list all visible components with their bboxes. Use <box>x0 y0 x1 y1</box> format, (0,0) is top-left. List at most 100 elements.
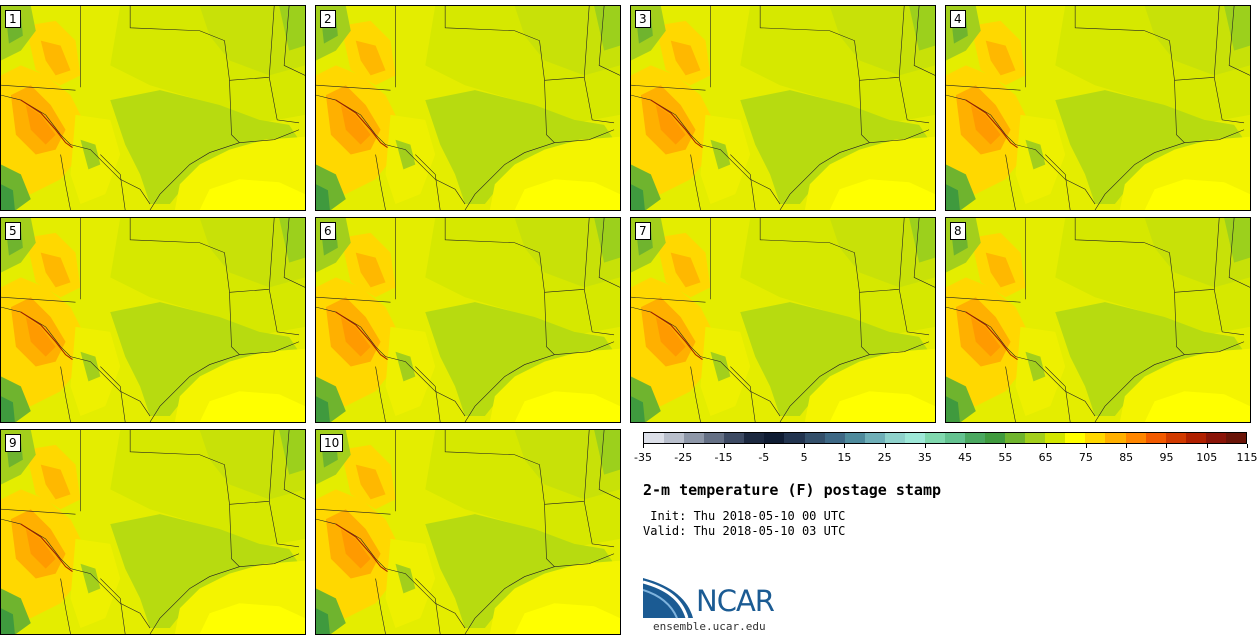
colorbar-tick-label: 65 <box>1038 451 1053 464</box>
colorbar-swatch <box>1125 433 1146 443</box>
colorbar-swatch <box>844 433 865 443</box>
member-number: 8 <box>950 222 966 240</box>
temperature-map <box>946 218 1250 422</box>
map-panel-4[interactable]: 4 <box>945 5 1251 211</box>
colorbar-swatch <box>1045 433 1066 443</box>
colorbar-swatch <box>784 433 805 443</box>
colorbar-tick <box>643 444 644 448</box>
colorbar-swatch <box>1185 433 1206 443</box>
colorbar-tick-label: 25 <box>877 451 892 464</box>
map-panel-10[interactable]: 10 <box>315 429 621 635</box>
temperature-map <box>316 218 620 422</box>
colorbar-tick-label: 15 <box>837 451 852 464</box>
colorbar-swatch <box>644 433 665 443</box>
temperature-map <box>1 218 305 422</box>
colorbar-swatch <box>904 433 925 443</box>
colorbar-tick <box>683 444 685 448</box>
colorbar-tick-label: -5 <box>758 451 770 464</box>
colorbar-swatch <box>1025 433 1046 443</box>
colorbar-tick-label: 35 <box>917 451 932 464</box>
member-number: 3 <box>635 10 651 28</box>
colorbar-tick-label: -25 <box>674 451 693 464</box>
colorbar-tick-label: 95 <box>1159 451 1174 464</box>
map-panel-5[interactable]: 5 <box>0 217 306 423</box>
member-number: 6 <box>320 222 336 240</box>
colorbar-tick <box>844 444 846 448</box>
temperature-map <box>316 430 620 634</box>
colorbar-swatch <box>985 433 1006 443</box>
colorbar-tick-label: 115 <box>1236 451 1258 464</box>
colorbar-tick <box>804 444 806 448</box>
temperature-map <box>316 6 620 210</box>
init-time: Init: Thu 2018-05-10 00 UTC <box>643 509 846 523</box>
colorbar-swatch <box>764 433 785 443</box>
valid-time: Valid: Thu 2018-05-10 03 UTC <box>643 524 846 538</box>
colorbar-tick <box>1206 444 1208 448</box>
colorbar-tick <box>1126 444 1128 448</box>
colorbar-swatch <box>804 433 825 443</box>
colorbar-swatch <box>1105 433 1126 443</box>
member-number: 1 <box>5 10 21 28</box>
colorbar-tick-label: 55 <box>998 451 1013 464</box>
colorbar-tick <box>1247 444 1248 448</box>
map-panel-7[interactable]: 7 <box>630 217 936 423</box>
colorbar-swatch <box>1145 433 1166 443</box>
chart-title: 2-m temperature (F) postage stamp <box>643 481 942 499</box>
temperature-map <box>1 430 305 634</box>
member-number: 7 <box>635 222 651 240</box>
member-number: 4 <box>950 10 966 28</box>
colorbar-tick-label: -15 <box>714 451 733 464</box>
map-panel-6[interactable]: 6 <box>315 217 621 423</box>
colorbar-swatch <box>824 433 845 443</box>
colorbar-tick-label: 85 <box>1119 451 1134 464</box>
map-panel-3[interactable]: 3 <box>630 5 936 211</box>
colorbar-ticks: -35 -25 -15 -5 5 15 25 35 45 55 65 75 85 95 105 115 <box>634 444 1258 468</box>
colorbar-swatch <box>664 433 685 443</box>
member-number: 10 <box>320 434 344 452</box>
temperature-map <box>631 218 935 422</box>
colorbar-swatch <box>864 433 885 443</box>
colorbar-swatch <box>944 433 965 443</box>
colorbar-swatch <box>924 433 945 443</box>
colorbar-tick <box>763 444 765 448</box>
colorbar-swatch <box>704 433 725 443</box>
map-panel-2[interactable]: 2 <box>315 5 621 211</box>
colorbar-tick <box>1085 444 1087 448</box>
colorbar-swatch <box>1225 433 1246 443</box>
colorbar-tick-label: -35 <box>634 451 652 464</box>
colorbar-tick <box>1045 444 1047 448</box>
map-panel-1[interactable]: 1 <box>0 5 306 211</box>
colorbar-swatch <box>724 433 745 443</box>
colorbar-swatch <box>884 433 905 443</box>
ncar-logo-text: NCAR <box>696 584 775 618</box>
map-panel-8[interactable]: 8 <box>945 217 1251 423</box>
colorbar-swatch <box>1005 433 1026 443</box>
temperature-map <box>946 6 1250 210</box>
colorbar-tick <box>965 444 967 448</box>
colorbar-tick-label: 105 <box>1196 451 1218 464</box>
colorbar-tick <box>1005 444 1007 448</box>
colorbar-tick-label: 5 <box>800 451 808 464</box>
ncar-logo-icon <box>643 578 693 619</box>
colorbar-tick <box>1166 444 1168 448</box>
map-panel-9[interactable]: 9 <box>0 429 306 635</box>
colorbar-swatch <box>965 433 986 443</box>
colorbar-swatch <box>1205 433 1226 443</box>
colorbar-tick-label: 45 <box>958 451 973 464</box>
colorbar-tick <box>924 444 926 448</box>
colorbar-tick <box>884 444 886 448</box>
colorbar-swatch <box>744 433 765 443</box>
colorbar-swatch <box>1165 433 1186 443</box>
colorbar <box>643 432 1247 444</box>
colorbar-swatch <box>1085 433 1106 443</box>
member-number: 9 <box>5 434 21 452</box>
colorbar-swatch <box>1065 433 1086 443</box>
colorbar-tick-label: 75 <box>1078 451 1093 464</box>
member-number: 2 <box>320 10 336 28</box>
colorbar-swatch <box>684 433 705 443</box>
temperature-map <box>631 6 935 210</box>
member-number: 5 <box>5 222 21 240</box>
colorbar-tick <box>723 444 725 448</box>
temperature-map <box>1 6 305 210</box>
site-url[interactable]: ensemble.ucar.edu <box>653 620 766 633</box>
